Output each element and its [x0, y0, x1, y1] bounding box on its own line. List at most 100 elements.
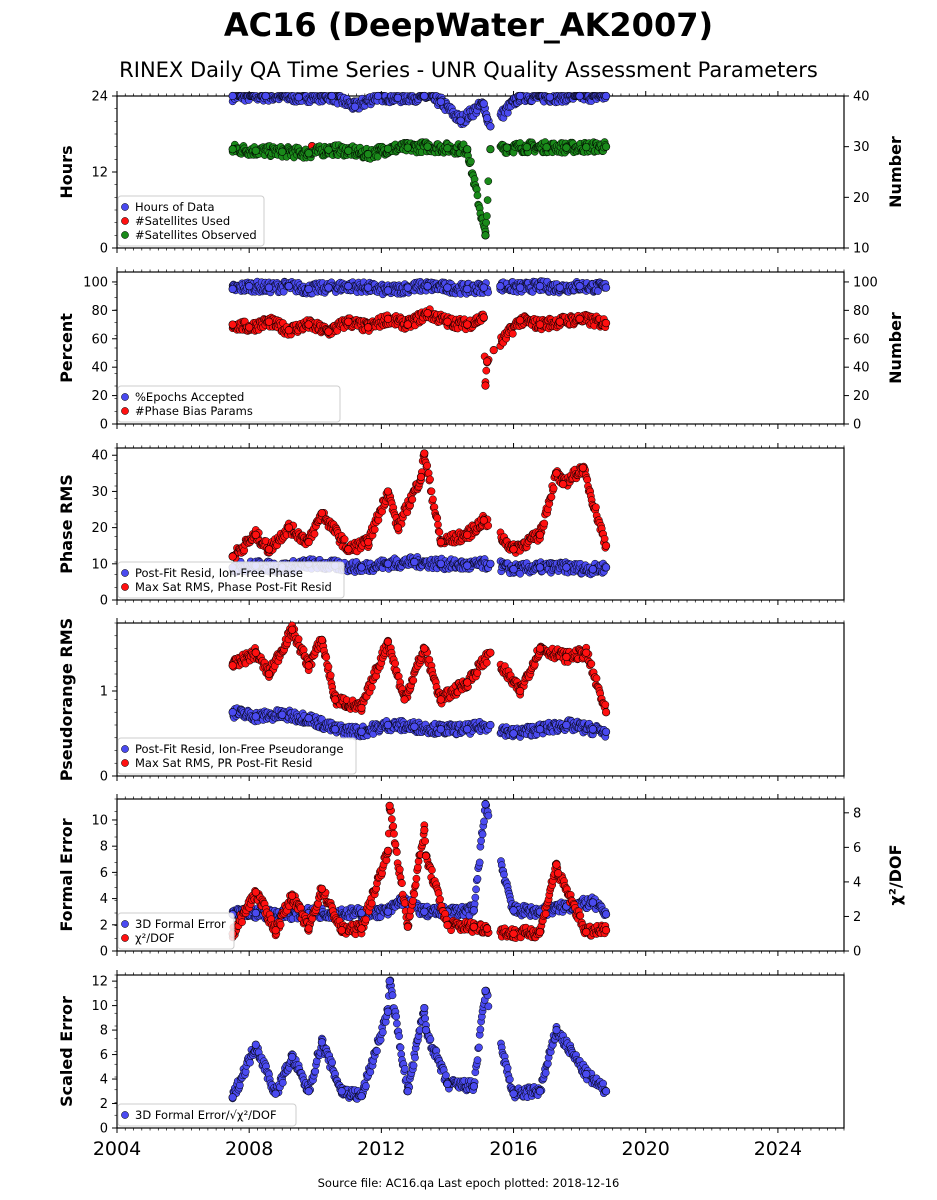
- series-2-point: [582, 648, 591, 657]
- series-2-point: [367, 683, 376, 692]
- series-1-point: [245, 282, 254, 291]
- series-3-point: [463, 145, 472, 154]
- series-2-point: [383, 637, 393, 646]
- y-tick-label: 100: [83, 275, 108, 290]
- series-2-point: [344, 545, 353, 554]
- y2-tick-label: 60: [853, 332, 870, 347]
- series-3-point: [484, 177, 493, 186]
- y2-tick-label: 0: [853, 418, 861, 433]
- series-2-point: [284, 523, 293, 532]
- series-1-point: [486, 559, 495, 568]
- y2-tick-label: 80: [853, 304, 870, 319]
- series-3-point: [482, 218, 491, 227]
- series-2-point: [331, 695, 340, 704]
- series-2-point: [251, 530, 260, 539]
- series-1-point: [443, 283, 452, 292]
- series-1-point: [410, 722, 419, 731]
- series-2-point: [304, 320, 313, 329]
- series-1-point: [304, 714, 313, 723]
- series-2-point: [482, 658, 491, 667]
- series-2-point: [427, 487, 436, 496]
- series-1-point: [601, 727, 611, 736]
- series-3-point: [483, 212, 491, 220]
- series-1-point: [278, 710, 287, 719]
- series-3-point: [601, 142, 611, 151]
- series-1-point: [463, 284, 472, 294]
- series-2-point: [463, 320, 472, 329]
- series-2-point: [391, 659, 400, 668]
- series-3-point: [443, 144, 452, 153]
- series-1-point: [436, 559, 445, 568]
- series-2-point: [324, 327, 333, 336]
- legend-label: %Epochs Accepted: [135, 390, 244, 404]
- series-2-point: [600, 534, 609, 543]
- y-tick-label: 12: [91, 166, 108, 181]
- series-1-point: [463, 561, 472, 570]
- series-2-point: [228, 320, 237, 329]
- series-1-point: [436, 725, 445, 734]
- series-2-point: [304, 661, 313, 670]
- series-3-point: [582, 143, 591, 152]
- series-2-point: [473, 669, 482, 677]
- y-axis-title: Hours: [57, 145, 76, 198]
- series-1-point: [509, 565, 518, 574]
- legend-label: Max Sat RMS, PR Post-Fit Resid: [135, 756, 312, 770]
- legend-label: #Satellites Observed: [135, 228, 257, 242]
- series-1-point: [486, 122, 495, 131]
- series-1-point: [284, 282, 293, 291]
- series-1-point: [486, 720, 495, 730]
- series-2-point: [264, 669, 274, 679]
- series-1-point: [331, 725, 340, 734]
- series-2-point: [481, 381, 490, 390]
- series-1-point: [562, 563, 571, 572]
- series-2-point: [479, 516, 488, 525]
- series-2-point: [264, 545, 274, 554]
- series-2-point: [304, 537, 313, 547]
- series-2-point: [540, 519, 549, 528]
- series-3-point: [324, 145, 333, 154]
- series-1-point: [594, 287, 602, 295]
- y-tick-label: 40: [91, 449, 108, 464]
- series-3-point: [344, 146, 353, 155]
- series-2-point: [251, 648, 260, 657]
- series-1-point: [393, 93, 402, 102]
- legend-label: Post-Fit Resid, Ion-Free Pseudorange: [135, 742, 343, 756]
- series-1-point: [483, 114, 492, 123]
- legend-label: #Satellites Used: [135, 214, 230, 228]
- series-2-point: [434, 520, 442, 529]
- series-2-point: [357, 703, 366, 713]
- y-tick-label: 60: [91, 332, 108, 347]
- series-1-point: [479, 99, 488, 108]
- series-3-point: [251, 146, 260, 155]
- series-1-point: [364, 283, 373, 292]
- y2-tick-label: 40: [853, 361, 870, 376]
- legend-box: [117, 195, 265, 247]
- series-2-point: [482, 366, 491, 375]
- series-2-point: [288, 625, 297, 634]
- series-2-point: [420, 644, 429, 653]
- series-2-point: [592, 503, 600, 512]
- legend-marker: [121, 569, 129, 577]
- y-tick-label: 80: [91, 304, 108, 319]
- y-tick-label: 10: [91, 557, 108, 572]
- series-1-point: [350, 102, 360, 111]
- series-1-point: [516, 91, 525, 101]
- series-2-point: [463, 678, 472, 687]
- series-2-point: [601, 708, 611, 717]
- series-1-point: [228, 284, 237, 294]
- series-1-point: [535, 725, 545, 734]
- series-2-point: [393, 523, 402, 532]
- series-2-point: [601, 319, 611, 328]
- y-tick-label: 40: [91, 361, 108, 376]
- series-1-point: [344, 282, 353, 291]
- series-2-point: [486, 648, 495, 657]
- series-3-point: [383, 144, 393, 153]
- series-1-point: [294, 93, 303, 102]
- series-1-point: [420, 91, 429, 101]
- series-2-point: [535, 320, 545, 329]
- y2-tick-label: 20: [853, 389, 870, 404]
- series-2-point: [436, 537, 445, 547]
- y2-tick-label: 100: [853, 275, 878, 290]
